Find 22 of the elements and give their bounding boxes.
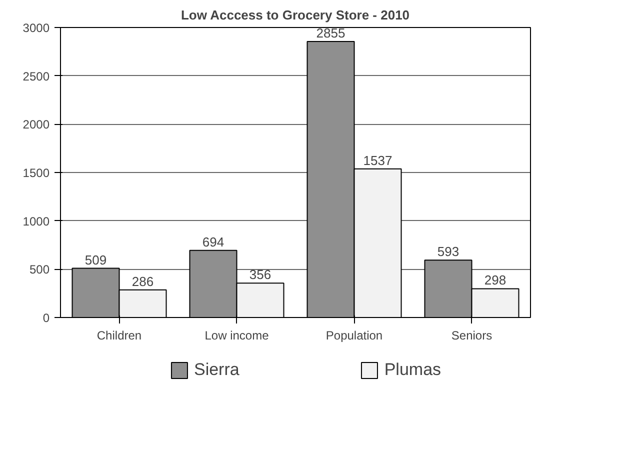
data-label: 1537 — [363, 152, 392, 168]
y-tick-label: 0 — [42, 311, 50, 325]
x-tick-label: Seniors — [451, 328, 492, 342]
y-tick-label: 500 — [29, 262, 50, 277]
data-label: 593 — [437, 244, 460, 260]
data-label: 509 — [84, 252, 107, 268]
y-tick-label: 1500 — [22, 166, 50, 180]
data-label: 2855 — [316, 26, 346, 41]
y-tick-label: 1000 — [22, 214, 50, 228]
data-label: 286 — [132, 274, 154, 289]
x-tick-label: Children — [96, 328, 142, 342]
data-label: 356 — [249, 267, 272, 282]
x-tick-label: Population — [326, 328, 383, 342]
data-label: 694 — [202, 234, 224, 250]
data-label: 298 — [484, 272, 506, 288]
legend-label: Plumas — [384, 360, 442, 380]
y-tick-label: 3000 — [22, 21, 50, 35]
y-tick-label: 2500 — [22, 69, 50, 84]
legend-label: Sierra — [194, 360, 240, 380]
x-tick-label: Low income — [204, 328, 270, 342]
y-tick-label: 2000 — [22, 118, 50, 132]
chart-title: Low Acccess to Grocery Store - 2010 — [180, 8, 410, 22]
